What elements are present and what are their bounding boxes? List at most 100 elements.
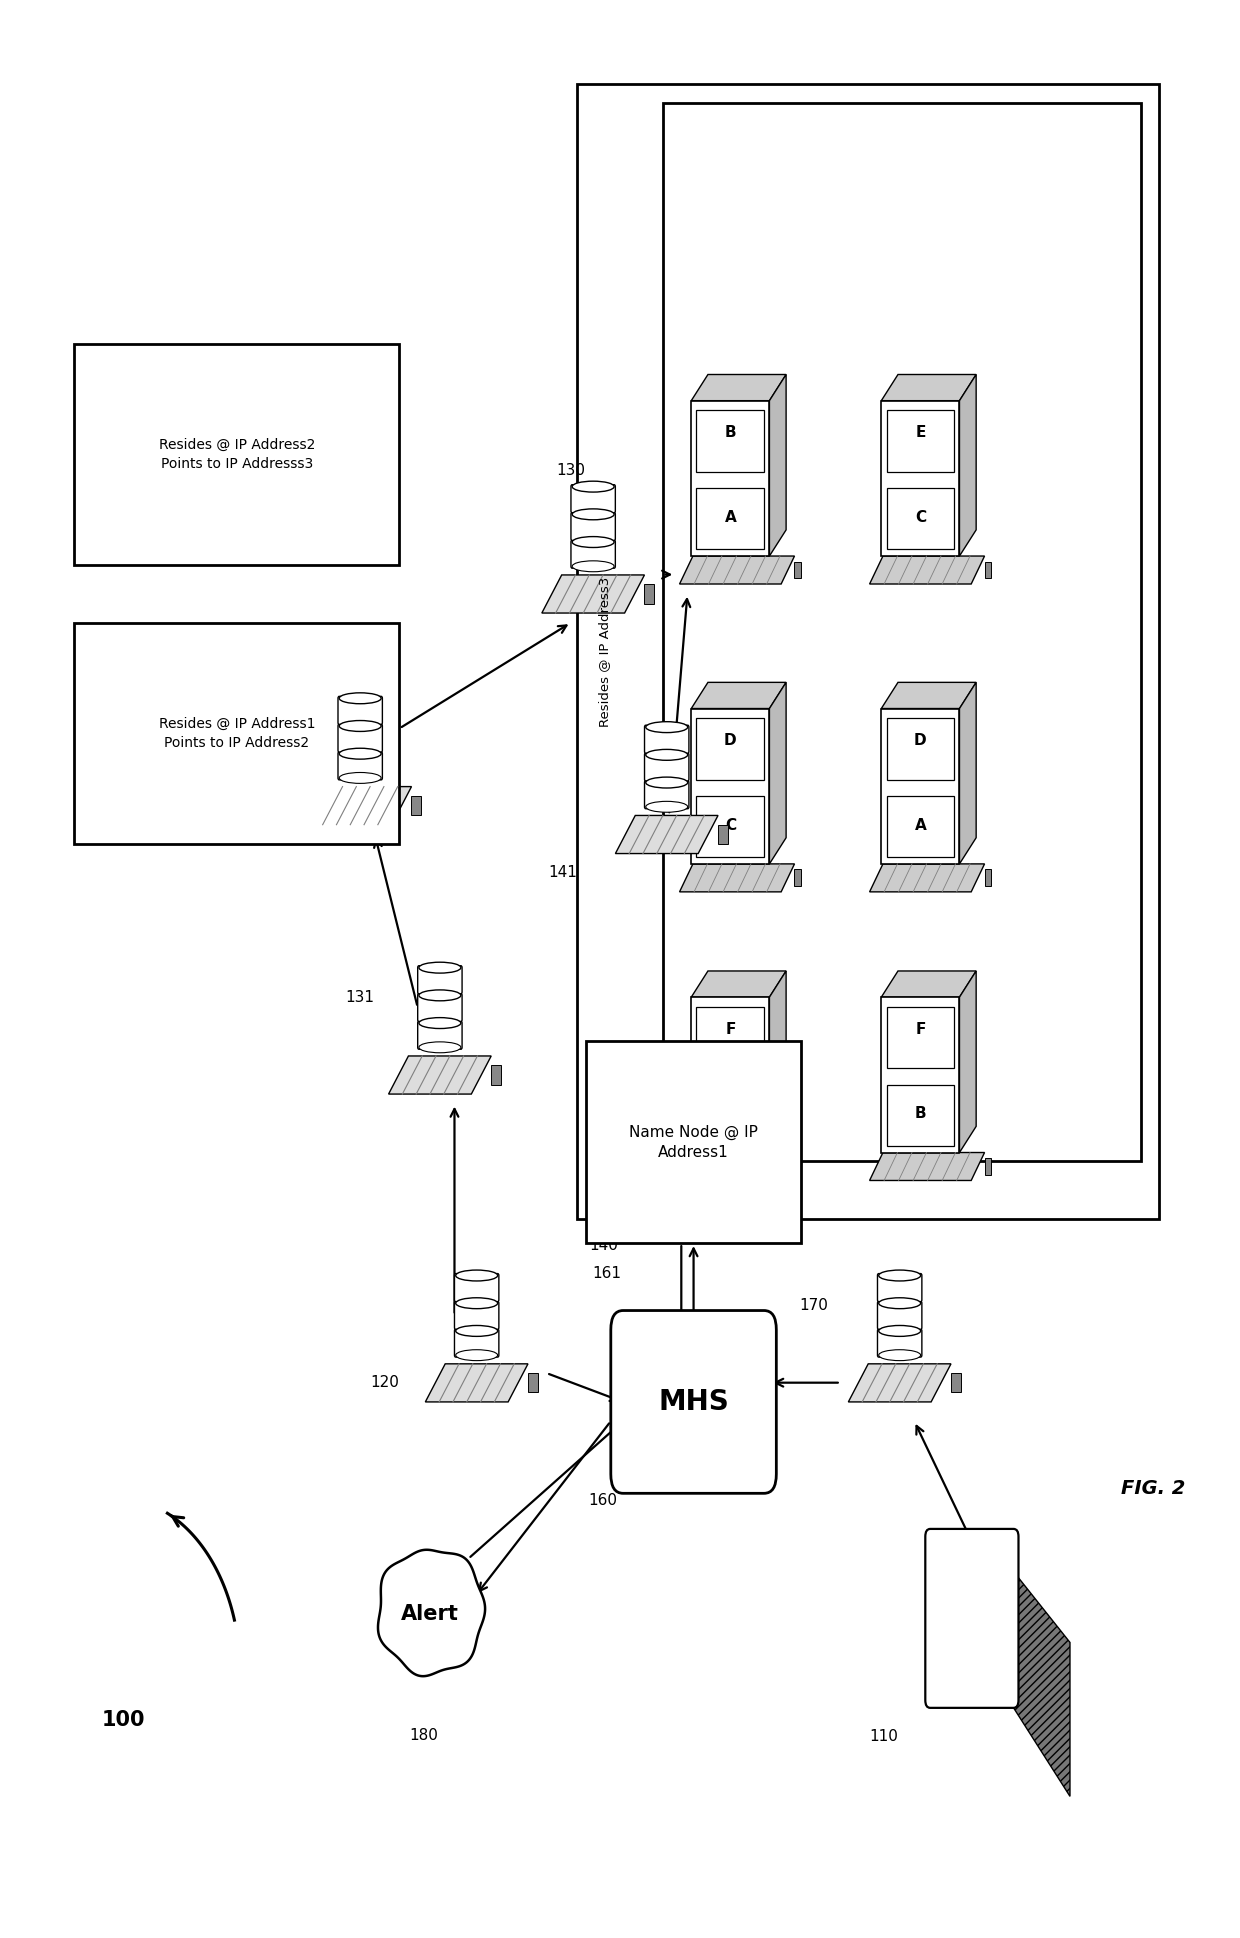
FancyBboxPatch shape [587, 1041, 801, 1242]
Polygon shape [960, 682, 976, 864]
Text: 180: 180 [409, 1729, 438, 1742]
Polygon shape [960, 374, 976, 556]
Ellipse shape [572, 481, 614, 492]
Text: F: F [725, 1021, 735, 1037]
FancyBboxPatch shape [570, 541, 615, 568]
Text: 170: 170 [800, 1298, 828, 1314]
Polygon shape [680, 556, 795, 583]
Polygon shape [951, 1374, 961, 1391]
Polygon shape [718, 826, 728, 845]
FancyBboxPatch shape [570, 512, 615, 541]
FancyBboxPatch shape [645, 725, 689, 754]
Polygon shape [491, 1066, 501, 1085]
Ellipse shape [419, 990, 461, 1000]
Text: Alert: Alert [401, 1603, 459, 1624]
Polygon shape [680, 1153, 795, 1180]
Polygon shape [412, 797, 422, 816]
FancyBboxPatch shape [878, 1273, 921, 1302]
Ellipse shape [340, 721, 381, 731]
FancyBboxPatch shape [418, 965, 463, 994]
Text: Resides @ IP Address3: Resides @ IP Address3 [598, 576, 610, 727]
Ellipse shape [879, 1298, 920, 1308]
Polygon shape [388, 1056, 491, 1095]
Text: 132: 132 [273, 721, 301, 736]
Text: 160: 160 [588, 1494, 618, 1508]
FancyBboxPatch shape [418, 994, 463, 1021]
FancyBboxPatch shape [887, 797, 955, 857]
Polygon shape [770, 374, 786, 556]
Polygon shape [542, 576, 645, 612]
Ellipse shape [879, 1269, 920, 1281]
FancyBboxPatch shape [882, 709, 960, 864]
Text: A: A [915, 818, 926, 833]
Polygon shape [425, 1364, 528, 1401]
Ellipse shape [456, 1298, 497, 1308]
Polygon shape [691, 374, 786, 401]
FancyBboxPatch shape [339, 696, 382, 725]
FancyBboxPatch shape [882, 401, 960, 556]
Text: FIG. 2: FIG. 2 [1121, 1479, 1185, 1498]
Ellipse shape [572, 510, 614, 519]
Polygon shape [882, 682, 976, 709]
FancyBboxPatch shape [570, 484, 615, 514]
FancyBboxPatch shape [925, 1529, 1018, 1707]
Polygon shape [528, 1374, 538, 1391]
Text: 161: 161 [593, 1266, 621, 1281]
Ellipse shape [456, 1349, 497, 1360]
Text: 140: 140 [589, 1238, 619, 1254]
Polygon shape [378, 1550, 485, 1676]
Text: E: E [725, 1107, 735, 1122]
Text: D: D [914, 733, 926, 748]
FancyBboxPatch shape [887, 1008, 955, 1068]
FancyBboxPatch shape [887, 488, 955, 550]
FancyBboxPatch shape [691, 709, 770, 864]
Ellipse shape [419, 1043, 461, 1052]
Polygon shape [795, 1159, 801, 1174]
FancyBboxPatch shape [887, 411, 955, 471]
FancyBboxPatch shape [878, 1300, 921, 1329]
Polygon shape [1008, 1566, 1070, 1797]
Text: 131: 131 [346, 990, 374, 1006]
Text: Resides @ IP Address2
Points to IP Addresss3: Resides @ IP Address2 Points to IP Addre… [159, 438, 315, 471]
Polygon shape [985, 562, 991, 578]
Ellipse shape [340, 773, 381, 783]
Polygon shape [882, 374, 976, 401]
Polygon shape [691, 682, 786, 709]
FancyBboxPatch shape [455, 1300, 498, 1329]
Polygon shape [795, 562, 801, 578]
Text: D: D [724, 733, 737, 748]
Ellipse shape [419, 1017, 461, 1029]
Ellipse shape [646, 750, 688, 760]
Polygon shape [615, 816, 718, 853]
Polygon shape [309, 787, 412, 826]
FancyBboxPatch shape [691, 998, 770, 1153]
Polygon shape [869, 864, 985, 891]
FancyBboxPatch shape [645, 781, 689, 808]
FancyBboxPatch shape [697, 411, 764, 471]
Polygon shape [869, 1153, 985, 1180]
Polygon shape [985, 1159, 991, 1174]
FancyBboxPatch shape [74, 622, 399, 843]
Ellipse shape [340, 692, 381, 703]
FancyBboxPatch shape [697, 797, 764, 857]
FancyBboxPatch shape [645, 754, 689, 781]
Text: 130: 130 [557, 463, 585, 479]
Polygon shape [848, 1364, 951, 1401]
Text: C: C [725, 818, 735, 833]
Polygon shape [795, 870, 801, 886]
Text: Name Node @ IP
Address1: Name Node @ IP Address1 [629, 1124, 758, 1159]
Ellipse shape [646, 721, 688, 733]
Text: Resides @ IP Address1
Points to IP Address2: Resides @ IP Address1 Points to IP Addre… [159, 717, 315, 750]
FancyBboxPatch shape [418, 1021, 463, 1048]
Text: 110: 110 [869, 1729, 898, 1744]
Ellipse shape [572, 537, 614, 548]
Text: MHS: MHS [658, 1388, 729, 1417]
FancyBboxPatch shape [339, 725, 382, 752]
Ellipse shape [419, 961, 461, 973]
Ellipse shape [340, 748, 381, 760]
Ellipse shape [879, 1326, 920, 1337]
Ellipse shape [879, 1349, 920, 1360]
Polygon shape [985, 870, 991, 886]
FancyBboxPatch shape [697, 1085, 764, 1145]
Text: E: E [915, 426, 925, 440]
